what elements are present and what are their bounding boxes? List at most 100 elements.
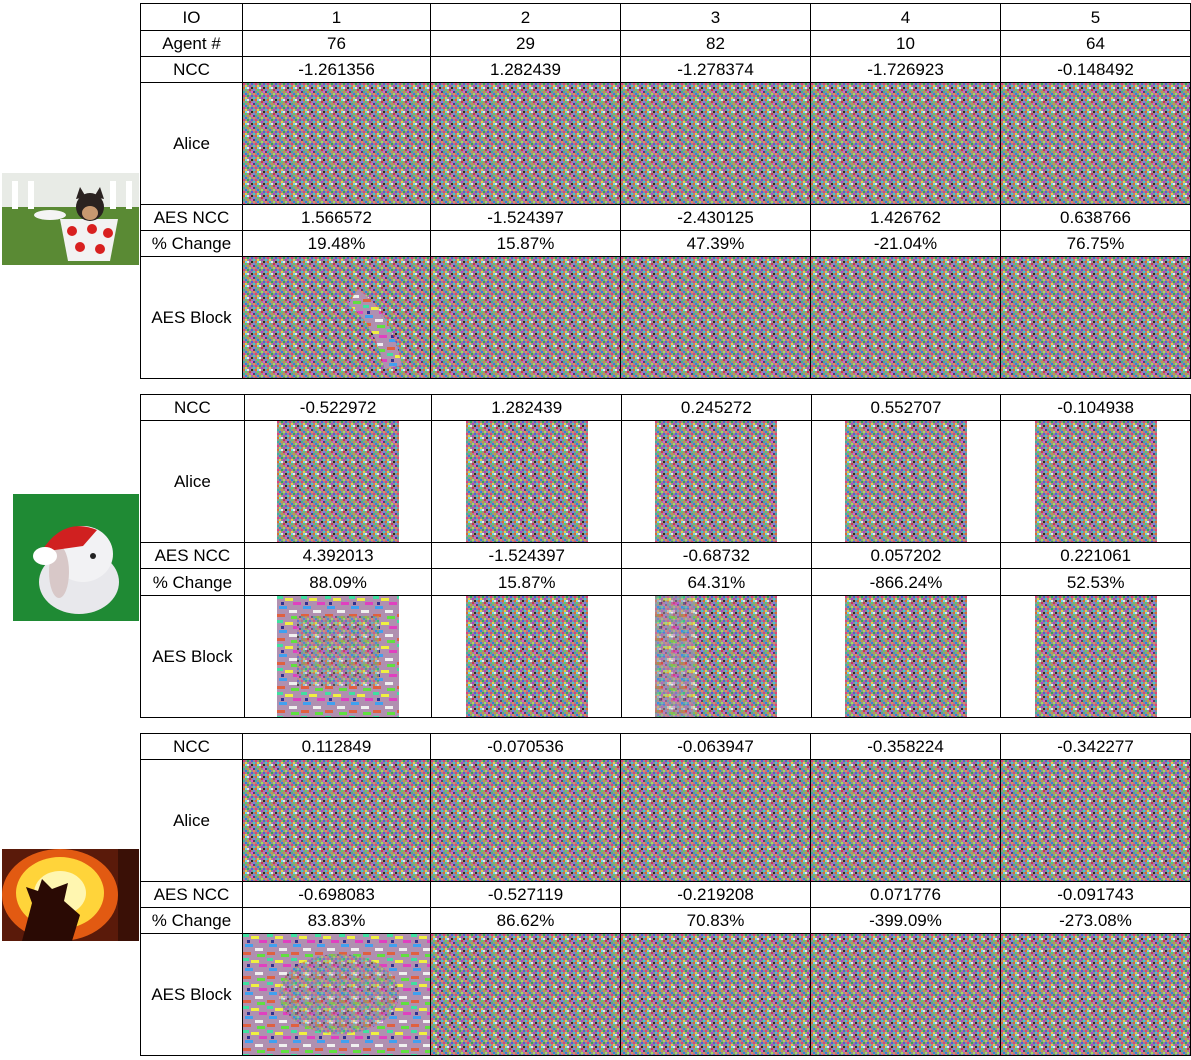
aes-block-image xyxy=(1000,256,1191,379)
ncc-value: -1.278374 xyxy=(620,56,811,83)
aes-ncc-value: -0.091743 xyxy=(1000,881,1191,908)
ncc-value: -0.063947 xyxy=(620,733,811,760)
noise-image-icon xyxy=(811,257,1000,378)
ncc-label: NCC xyxy=(140,394,245,421)
change-value: 15.87% xyxy=(431,568,623,596)
aes-ncc-value: -1.524397 xyxy=(431,542,623,569)
change-value: 70.83% xyxy=(620,907,811,934)
alice-image xyxy=(810,420,1002,543)
aes-ncc-value: -1.524397 xyxy=(430,204,621,231)
noise-image-icon xyxy=(1001,83,1190,204)
alice-image xyxy=(1000,82,1191,205)
noise-image-icon xyxy=(811,934,1000,1055)
aes-block-image xyxy=(1000,595,1191,718)
alice-image xyxy=(621,420,812,543)
io-row: IO 1 2 3 4 5 xyxy=(140,3,1191,31)
noise-image-icon xyxy=(621,83,810,204)
io-value: 3 xyxy=(620,3,811,31)
noise-image-icon xyxy=(277,421,400,542)
aes-block-label: AES Block xyxy=(140,256,243,379)
aes-ncc-value: 0.221061 xyxy=(1000,542,1191,569)
change-value: 76.75% xyxy=(1000,230,1191,257)
agent-value: 76 xyxy=(242,30,431,57)
change-row: % Change 83.83% 86.62% 70.83% -399.09% -… xyxy=(140,907,1191,934)
change-value: 47.39% xyxy=(620,230,811,257)
agent-value: 29 xyxy=(430,30,621,57)
noise-image-icon xyxy=(431,934,620,1055)
ncc-row: NCC 0.112849 -0.070536 -0.063947 -0.3582… xyxy=(140,733,1191,760)
noise-image-icon xyxy=(1001,257,1190,378)
io-value: 2 xyxy=(430,3,621,31)
change-value: 52.53% xyxy=(1000,568,1191,596)
aes-block-image xyxy=(430,933,621,1056)
results-table-block-3: NCC 0.112849 -0.070536 -0.063947 -0.3582… xyxy=(140,733,1191,1056)
results-table-block-1: IO 1 2 3 4 5 Agent # 76 29 82 10 64 NCC … xyxy=(140,3,1191,379)
ncc-value: 1.282439 xyxy=(431,394,623,421)
aes-block-image xyxy=(431,595,623,718)
aes-block-image xyxy=(620,256,811,379)
aes-block-label: AES Block xyxy=(140,933,243,1056)
ncc-value: -1.261356 xyxy=(242,56,431,83)
ncc-value: -0.358224 xyxy=(810,733,1001,760)
aes-block-row: AES Block xyxy=(140,595,1191,718)
bunny-photo-icon xyxy=(13,494,139,621)
alice-row: Alice xyxy=(140,82,1191,205)
noise-image-icon xyxy=(243,257,430,378)
aes-ncc-value: 0.057202 xyxy=(810,542,1002,569)
noise-image-icon xyxy=(655,421,778,542)
aes-block-image xyxy=(243,595,433,718)
noise-image-icon xyxy=(811,83,1000,204)
change-row: % Change 19.48% 15.87% 47.39% -21.04% 76… xyxy=(140,230,1191,257)
ncc-value: -0.070536 xyxy=(430,733,621,760)
aes-ncc-value: -0.698083 xyxy=(242,881,431,908)
ncc-value: 0.245272 xyxy=(621,394,812,421)
change-label: % Change xyxy=(140,568,245,596)
ncc-value: -0.342277 xyxy=(1000,733,1191,760)
alice-row: Alice xyxy=(140,420,1191,543)
alice-image xyxy=(431,420,623,543)
alice-image xyxy=(810,82,1001,205)
noise-image-icon xyxy=(431,257,620,378)
noise-image-icon xyxy=(465,596,588,717)
noise-image-icon xyxy=(431,760,620,881)
alice-label: Alice xyxy=(140,82,243,205)
ncc-label: NCC xyxy=(140,733,243,760)
change-value: 64.31% xyxy=(621,568,812,596)
noise-image-icon xyxy=(655,596,778,717)
change-value: 88.09% xyxy=(243,568,433,596)
change-value: 86.62% xyxy=(430,907,621,934)
aes-block-image xyxy=(620,933,811,1056)
noise-image-icon xyxy=(621,760,810,881)
aes-block-image xyxy=(242,933,431,1056)
noise-image-icon xyxy=(1001,760,1190,881)
pumpkin-photo-icon xyxy=(2,849,139,941)
agent-label: Agent # xyxy=(140,30,243,57)
aes-block-image xyxy=(810,256,1001,379)
ncc-value: -0.148492 xyxy=(1000,56,1191,83)
aes-ncc-value: 0.071776 xyxy=(810,881,1001,908)
aes-ncc-row: AES NCC -0.698083 -0.527119 -0.219208 0.… xyxy=(140,881,1191,908)
io-value: 1 xyxy=(242,3,431,31)
results-table-block-2: NCC -0.522972 1.282439 0.245272 0.552707… xyxy=(140,394,1191,718)
change-value: -273.08% xyxy=(1000,907,1191,934)
ncc-value: -0.522972 xyxy=(243,394,433,421)
change-value: 15.87% xyxy=(430,230,621,257)
alice-image xyxy=(620,759,811,882)
alice-label: Alice xyxy=(140,759,243,882)
thumbnail-puppy xyxy=(2,173,139,265)
io-value: 5 xyxy=(1000,3,1191,31)
change-value: -21.04% xyxy=(810,230,1001,257)
aes-ncc-value: 1.566572 xyxy=(242,204,431,231)
alice-row: Alice xyxy=(140,759,1191,882)
aes-ncc-value: 4.392013 xyxy=(243,542,433,569)
alice-image xyxy=(620,82,811,205)
noise-image-icon xyxy=(621,934,810,1055)
change-value: -399.09% xyxy=(810,907,1001,934)
alice-image xyxy=(242,82,431,205)
change-row: % Change 88.09% 15.87% 64.31% -866.24% 5… xyxy=(140,568,1191,596)
aes-block-image xyxy=(810,933,1001,1056)
alice-image xyxy=(1000,420,1191,543)
aes-ncc-row: AES NCC 4.392013 -1.524397 -0.68732 0.05… xyxy=(140,542,1191,569)
ncc-label: NCC xyxy=(140,56,243,83)
change-label: % Change xyxy=(140,230,243,257)
